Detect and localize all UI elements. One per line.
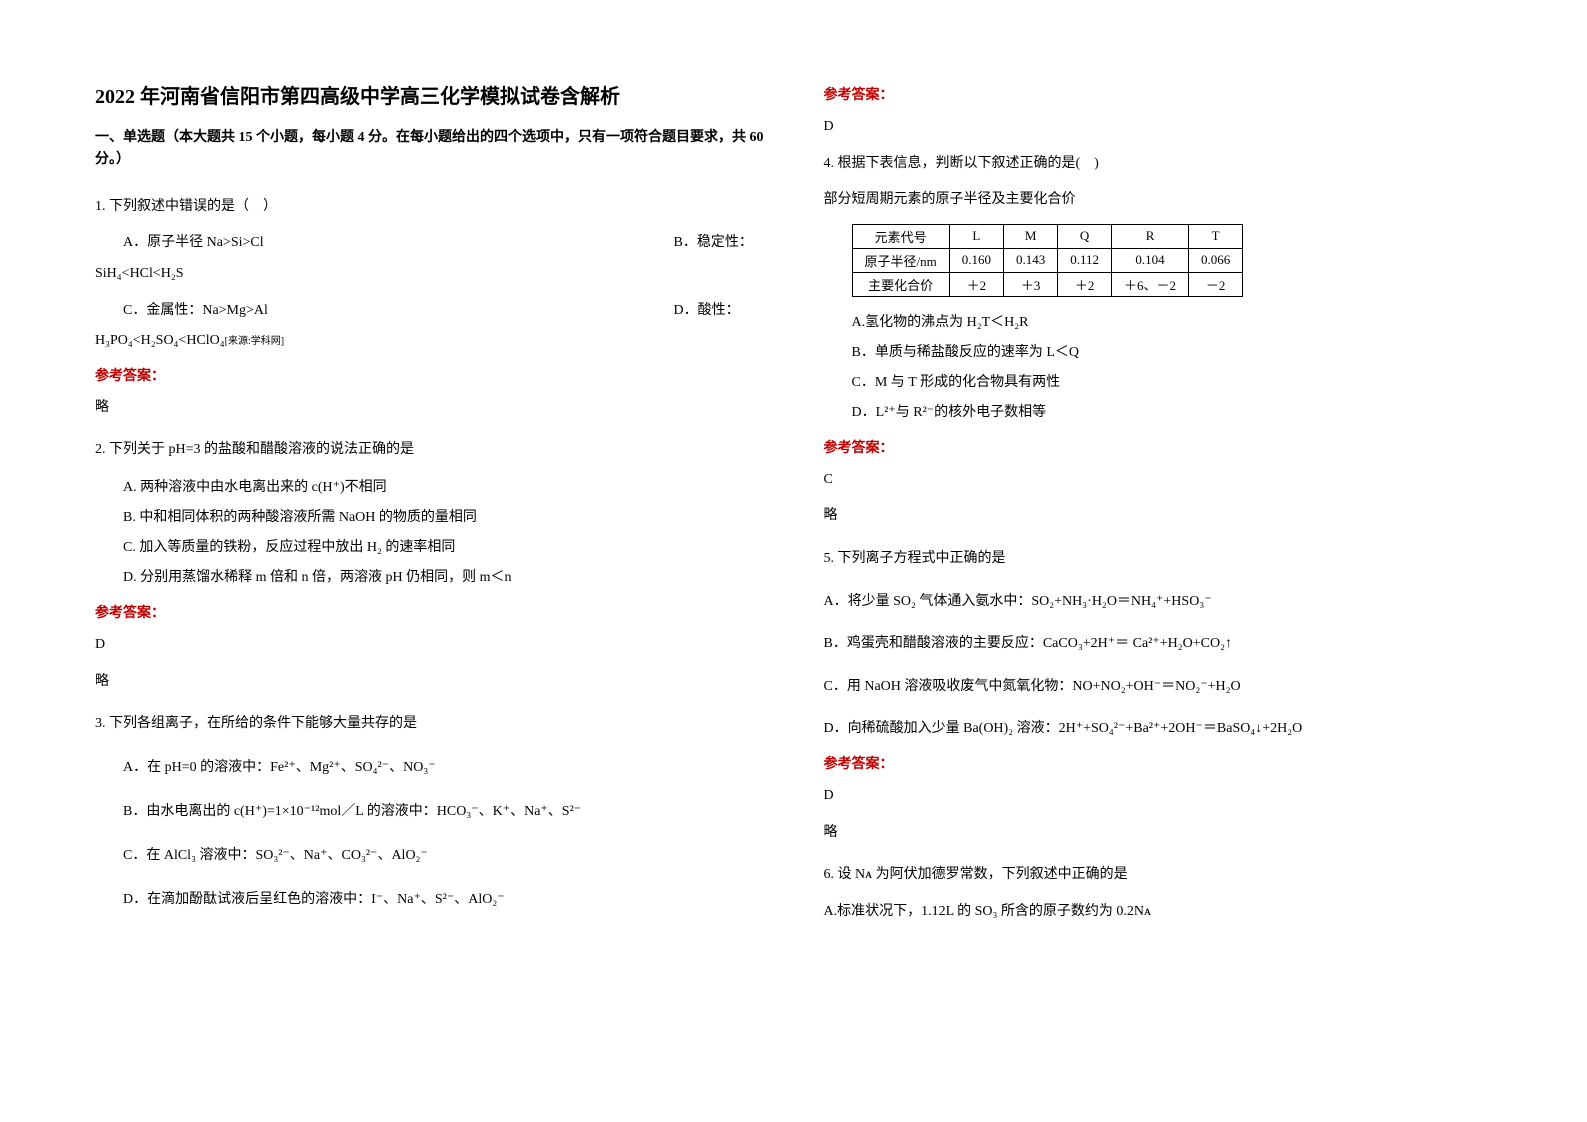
q1-line2: SiH₄<HCl<H₂S (95, 261, 764, 288)
table-cell: ＋2 (949, 272, 1003, 296)
q1-opt-b: B．稳定性： (674, 230, 764, 257)
q3-opt-b: B．由水电离出的 c(H⁺)=1×10⁻¹²mol／L 的溶液中：HCO₃⁻、K… (95, 798, 764, 826)
table-cell: ＋2 (1058, 272, 1112, 296)
table-cell: L (949, 224, 1003, 248)
q1-source-note: [来源:学科网] (225, 336, 284, 347)
q1-opt-a: A．原子半径 Na>Si>Cl (95, 230, 674, 257)
table-cell: 0.104 (1112, 248, 1189, 272)
q5-opt-b: B．鸡蛋壳和醋酸溶液的主要反应：CaCO₃+2H⁺＝ Ca²⁺+H₂O+CO₂↑ (824, 631, 1493, 658)
q1-opt-c: C．金属性：Na>Mg>Al (95, 298, 674, 325)
q5-note: 略 (824, 820, 1493, 847)
q4-opt-d: D．L²⁺与 R²⁻的核外电子数相等 (824, 399, 1493, 427)
table-row: 元素代号 L M Q R T (852, 224, 1243, 248)
q1-stem: 1. 下列叙述中错误的是（ ） (95, 194, 764, 221)
table-cell: R (1112, 224, 1189, 248)
q3-stem: 3. 下列各组离子，在所给的条件下能够大量共存的是 (95, 711, 764, 738)
q6-stem: 6. 设 Nᴀ 为阿伏加德罗常数，下列叙述中正确的是 (824, 862, 1493, 889)
table-cell: 0.160 (949, 248, 1003, 272)
q2-opt-b: B. 中和相同体积的两种酸溶液所需 NaOH 的物质的量相同 (95, 504, 764, 532)
q1-row-cd: C．金属性：Na>Mg>Al D．酸性： (95, 298, 764, 325)
q1-answer-label: 参考答案： (95, 365, 764, 385)
q5-answer-label: 参考答案： (824, 753, 1493, 773)
table-cell: 0.066 (1189, 248, 1243, 272)
q4-caption: 部分短周期元素的原子半径及主要化合价 (824, 187, 1493, 214)
q1-row-ab: A．原子半径 Na>Si>Cl B．稳定性： (95, 230, 764, 257)
q3-opt-c: C．在 AlCl₃ 溶液中：SO₃²⁻、Na⁺、CO₃²⁻、AlO₂⁻ (95, 842, 764, 870)
table-cell: 元素代号 (852, 224, 949, 248)
q2-opt-d: D. 分别用蒸馏水稀释 m 倍和 n 倍，两溶液 pH 仍相同，则 m＜n (95, 564, 764, 592)
q6-opt-a: A.标准状况下，1.12L 的 SO₃ 所含的原子数约为 0.2Nᴀ (824, 899, 1493, 926)
section-heading: 一、单选题（本大题共 15 个小题，每小题 4 分。在每小题给出的四个选项中，只… (95, 127, 764, 172)
table-cell: ＋6、－2 (1112, 272, 1189, 296)
q3-opt-d: D．在滴加酚酞试液后呈红色的溶液中：I⁻、Na⁺、S²⁻、AlO₂⁻ (95, 886, 764, 914)
q5-stem: 5. 下列离子方程式中正确的是 (824, 546, 1493, 573)
q5-opt-a: A．将少量 SO₂ 气体通入氨水中：SO₂+NH₃·H₂O＝NH₄⁺+HSO₃⁻ (824, 589, 1493, 616)
q4-opt-c: C．M 与 T 形成的化合物具有两性 (824, 369, 1493, 397)
q3-answer-label: 参考答案： (824, 84, 1493, 104)
table-cell: Q (1058, 224, 1112, 248)
q4-stem: 4. 根据下表信息，判断以下叙述正确的是( ) (824, 151, 1493, 178)
q5-opt-d: D．向稀硫酸加入少量 Ba(OH)₂ 溶液：2H⁺+SO₄²⁻+Ba²⁺+2OH… (824, 716, 1493, 743)
q3-opt-a: A．在 pH=0 的溶液中：Fe²⁺、Mg²⁺、SO₄²⁻、NO₃⁻ (95, 754, 764, 782)
table-cell: T (1189, 224, 1243, 248)
table-cell: 原子半径/nm (852, 248, 949, 272)
q2-stem: 2. 下列关于 pH=3 的盐酸和醋酸溶液的说法正确的是 (95, 437, 764, 464)
q4-table: 元素代号 L M Q R T 原子半径/nm 0.160 0.143 0.112… (852, 224, 1244, 297)
table-cell: －2 (1189, 272, 1243, 296)
q1-opt-d: D．酸性： (674, 298, 764, 325)
right-column: 参考答案： D 4. 根据下表信息，判断以下叙述正确的是( ) 部分短周期元素的… (824, 80, 1493, 1082)
table-row: 主要化合价 ＋2 ＋3 ＋2 ＋6、－2 －2 (852, 272, 1243, 296)
q2-answer-label: 参考答案： (95, 602, 764, 622)
left-column: 2022 年河南省信阳市第四高级中学高三化学模拟试卷含解析 一、单选题（本大题共… (95, 80, 764, 1082)
q5-opt-c: C．用 NaOH 溶液吸收废气中氮氧化物：NO+NO₂+OH⁻＝NO₂⁻+H₂O (824, 674, 1493, 701)
table-cell: M (1003, 224, 1057, 248)
q4-answer: C (824, 467, 1493, 494)
q4-answer-label: 参考答案： (824, 437, 1493, 457)
q1-line4: H₃PO₄<H₂SO₄<HClO₄[来源:学科网] (95, 328, 764, 355)
q4-opt-b: B．单质与稀盐酸反应的速率为 L＜Q (824, 339, 1493, 367)
q2-answer: D (95, 632, 764, 659)
q5-answer: D (824, 783, 1493, 810)
q2-note: 略 (95, 669, 764, 696)
table-cell: 主要化合价 (852, 272, 949, 296)
table-cell: 0.112 (1058, 248, 1112, 272)
q2-opt-c: C. 加入等质量的铁粉，反应过程中放出 H₂ 的速率相同 (95, 534, 764, 562)
q4-opt-a: A.氢化物的沸点为 H₂T＜H₂R (824, 309, 1493, 337)
exam-title: 2022 年河南省信阳市第四高级中学高三化学模拟试卷含解析 (95, 80, 764, 109)
q1-answer: 略 (95, 395, 764, 422)
q1-line4-text: H₃PO₄<H₂SO₄<HClO₄ (95, 333, 225, 348)
table-cell: ＋3 (1003, 272, 1057, 296)
table-row: 原子半径/nm 0.160 0.143 0.112 0.104 0.066 (852, 248, 1243, 272)
q3-answer: D (824, 114, 1493, 141)
table-cell: 0.143 (1003, 248, 1057, 272)
q4-note: 略 (824, 503, 1493, 530)
q2-opt-a: A. 两种溶液中由水电离出来的 c(H⁺)不相同 (95, 474, 764, 502)
